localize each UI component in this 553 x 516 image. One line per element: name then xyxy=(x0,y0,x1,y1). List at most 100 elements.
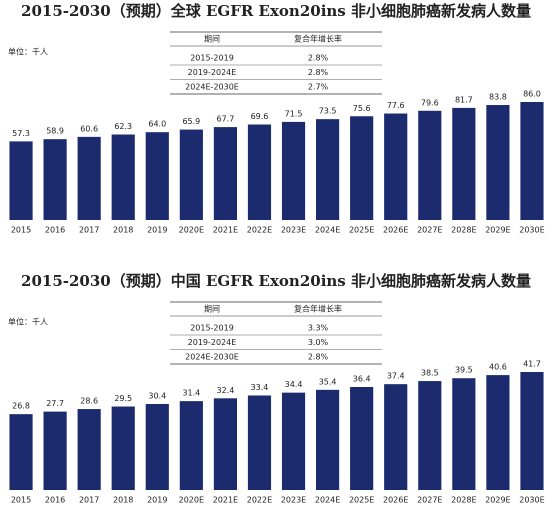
data-label: 62.3 xyxy=(114,122,132,131)
data-label: 37.4 xyxy=(387,372,405,381)
x-tick-label: 2021E xyxy=(213,226,238,235)
table-cell: 3.3% xyxy=(308,324,329,333)
x-tick-label: 2015 xyxy=(11,226,31,235)
table-header: 复合年增长率 xyxy=(294,34,342,44)
data-label: 83.8 xyxy=(489,93,507,102)
bar xyxy=(77,136,101,220)
data-label: 40.6 xyxy=(489,363,507,372)
x-tick-label: 2028E xyxy=(451,226,476,235)
bar xyxy=(179,129,203,220)
x-tick-label: 2017 xyxy=(79,496,99,505)
x-tick-label: 2015 xyxy=(11,496,31,505)
data-label: 28.6 xyxy=(80,397,98,406)
table-cell: 2.7% xyxy=(308,83,329,92)
bar xyxy=(520,372,544,490)
data-label: 30.4 xyxy=(148,391,166,400)
bar xyxy=(43,139,67,220)
table-cell: 2019-2024E xyxy=(188,338,237,347)
x-tick-label: 2024E xyxy=(315,496,340,505)
x-tick-label: 2020E xyxy=(179,226,204,235)
unit-label: 单位：千人 xyxy=(8,317,48,327)
data-label: 79.6 xyxy=(421,98,439,107)
bar xyxy=(247,395,272,490)
x-tick-label: 2024E xyxy=(315,226,340,235)
bar xyxy=(316,119,340,220)
x-tick-label: 2023E xyxy=(281,226,306,235)
x-tick-label: 2020E xyxy=(179,496,204,505)
x-tick-label: 2017 xyxy=(79,226,99,235)
unit-label: 单位：千人 xyxy=(8,47,48,57)
x-tick-label: 2022E xyxy=(247,496,272,505)
table-cell: 2024E-2030E xyxy=(185,353,239,362)
x-tick-label: 2019 xyxy=(147,226,167,235)
table-cell: 2019-2024E xyxy=(188,68,237,77)
x-tick-label: 2025E xyxy=(349,496,374,505)
x-tick-label: 2019 xyxy=(147,496,167,505)
data-label: 71.5 xyxy=(285,109,303,118)
data-label: 86.0 xyxy=(523,90,541,99)
data-label: 81.7 xyxy=(455,95,473,104)
data-label: 29.5 xyxy=(114,394,132,403)
data-label: 35.4 xyxy=(319,377,337,386)
x-tick-label: 2027E xyxy=(417,496,442,505)
bar xyxy=(213,127,237,220)
bar xyxy=(247,124,272,220)
bar xyxy=(281,121,306,220)
table-cell: 2.8% xyxy=(308,353,329,362)
bar xyxy=(111,134,135,220)
x-tick-label: 2029E xyxy=(485,496,510,505)
x-tick-label: 2025E xyxy=(349,226,374,235)
bar xyxy=(145,132,169,220)
bar xyxy=(486,375,510,490)
bar xyxy=(350,116,374,220)
bar xyxy=(350,386,374,490)
bar xyxy=(452,107,476,220)
bar xyxy=(316,389,340,490)
data-label: 39.5 xyxy=(455,366,473,375)
data-label: 33.4 xyxy=(251,383,269,392)
x-tick-label: 2021E xyxy=(213,496,238,505)
table-cell: 2015-2019 xyxy=(190,54,234,63)
bar xyxy=(452,378,476,490)
x-tick-label: 2016 xyxy=(45,226,65,235)
bar xyxy=(384,384,408,490)
data-label: 32.4 xyxy=(217,386,235,395)
bar xyxy=(111,406,135,490)
bar xyxy=(9,141,33,220)
bar xyxy=(384,113,408,220)
x-tick-label: 2026E xyxy=(383,226,408,235)
bar xyxy=(418,110,442,220)
x-tick-label: 2030E xyxy=(519,496,544,505)
table-cell: 2.8% xyxy=(308,54,329,63)
data-label: 27.7 xyxy=(46,399,64,408)
bar xyxy=(77,409,101,490)
bar xyxy=(281,392,306,490)
table-header: 期间 xyxy=(204,305,220,314)
bar xyxy=(213,398,237,490)
table-header: 复合年增长率 xyxy=(294,304,342,314)
bar xyxy=(9,414,33,490)
chart-title: 2015-2030（预期）中国 EGFR Exon20ins 非小细胞肺癌新发病… xyxy=(21,272,531,290)
x-tick-label: 2022E xyxy=(247,226,272,235)
data-label: 34.4 xyxy=(285,380,303,389)
data-label: 73.5 xyxy=(319,107,337,116)
data-label: 75.6 xyxy=(353,104,371,113)
bar xyxy=(418,381,442,490)
data-label: 60.6 xyxy=(80,124,98,133)
x-tick-label: 2016 xyxy=(45,496,65,505)
table-cell: 2024E-2030E xyxy=(185,83,239,92)
bar xyxy=(179,401,203,490)
x-tick-label: 2018 xyxy=(113,226,133,235)
x-tick-label: 2026E xyxy=(383,496,408,505)
x-tick-label: 2028E xyxy=(451,496,476,505)
x-tick-label: 2018 xyxy=(113,496,133,505)
data-label: 36.4 xyxy=(353,374,371,383)
data-label: 41.7 xyxy=(523,360,541,369)
data-label: 64.0 xyxy=(148,120,166,129)
table-cell: 2.8% xyxy=(308,68,329,77)
table-cell: 2015-2019 xyxy=(190,324,234,333)
x-tick-label: 2030E xyxy=(519,226,544,235)
bar xyxy=(43,411,67,490)
table-header: 期间 xyxy=(204,35,220,44)
